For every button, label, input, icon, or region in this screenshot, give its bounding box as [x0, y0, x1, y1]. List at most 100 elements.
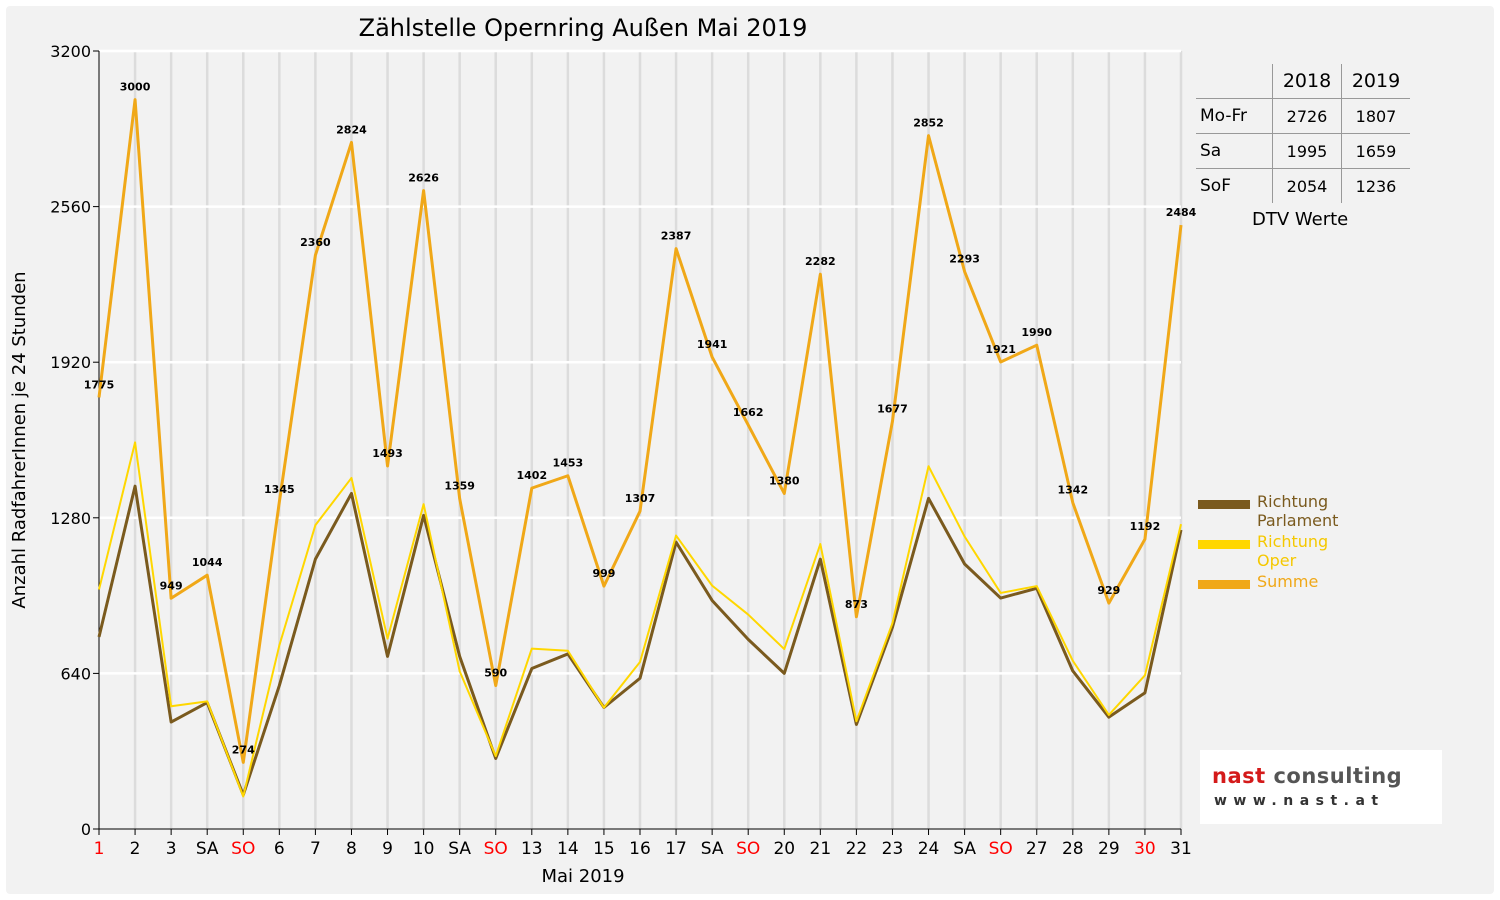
x-tick-label: 30: [1134, 839, 1156, 859]
dtv-row-label: Sa: [1196, 133, 1273, 169]
legend-swatch: [1198, 580, 1250, 589]
x-tick-label: 10: [413, 839, 435, 859]
dtv-row-mofr: Mo-Fr 2726 1807: [1196, 98, 1410, 134]
logo-name: nast consulting: [1212, 764, 1402, 788]
logo-name-part2: consulting: [1265, 764, 1403, 788]
data-label: 1380: [769, 474, 800, 487]
dtv-value-2018: 1995: [1272, 133, 1342, 169]
x-tick-label: 9: [382, 839, 393, 859]
x-tick-label: 22: [846, 839, 868, 859]
x-tick-label: SO: [484, 839, 508, 859]
data-label: 929: [1097, 584, 1120, 597]
data-label: 1044: [192, 556, 223, 569]
grid: [99, 49, 1183, 829]
series-line-2: [98, 441, 1182, 798]
dtv-row-sof: SoF 2054 1236: [1196, 168, 1410, 203]
dtv-table: 2018 2019 Mo-Fr 2726 1807 Sa 1995 1659 S…: [1196, 64, 1410, 203]
data-label: 2824: [336, 123, 367, 136]
x-tick-label: 14: [557, 839, 579, 859]
dtv-caption: DTV Werte: [1252, 209, 1349, 230]
x-tick-label: 28: [1062, 839, 1084, 859]
data-label: 274: [232, 743, 255, 756]
data-label: 1677: [877, 402, 908, 415]
chart-title: Zählstelle Opernring Außen Mai 2019: [359, 14, 808, 42]
y-tick-label: 640: [60, 664, 91, 683]
dtv-value-2019: 1236: [1341, 168, 1410, 203]
company-logo: nast consulting www.nast.at: [1200, 750, 1442, 824]
x-tick-label: SA: [953, 839, 976, 859]
dtv-value-2019: 1807: [1341, 98, 1410, 134]
x-tick-label: 3: [166, 839, 177, 859]
x-tick-label: 1: [94, 839, 105, 859]
data-label: 590: [484, 667, 507, 680]
data-label: 1990: [1021, 326, 1052, 339]
series-lines: [97, 98, 1183, 798]
y-tick-label: 1920: [50, 353, 91, 372]
x-tick-label: 17: [665, 839, 687, 859]
data-label: 949: [160, 579, 183, 592]
x-tick-label: 7: [310, 839, 321, 859]
x-tick-label: 15: [593, 839, 615, 859]
x-tick-label: SA: [701, 839, 724, 859]
data-labels: 1775 3000 949 1044 274 1345 2360 2824 1493 2626 13…: [84, 81, 1197, 757]
x-tick-label: 8: [346, 839, 357, 859]
y-tick-label: 3200: [50, 42, 91, 61]
x-tick-label: 24: [918, 839, 940, 859]
data-label: 1402: [516, 469, 547, 482]
data-label: 1493: [372, 447, 403, 460]
x-tick-label: 20: [773, 839, 795, 859]
data-label: 1941: [697, 338, 728, 351]
data-label: 1662: [733, 406, 764, 419]
x-tick-label: SO: [989, 839, 1013, 859]
x-tick-label: 23: [882, 839, 904, 859]
x-tick-label: SO: [736, 839, 760, 859]
x-tick-label: 16: [629, 839, 651, 859]
data-label: 1192: [1130, 520, 1161, 533]
legend-swatch: [1198, 500, 1250, 509]
data-label: 1342: [1057, 484, 1088, 497]
data-label: 2852: [913, 117, 944, 130]
data-label: 2387: [661, 230, 692, 243]
x-tick-label: SO: [231, 839, 255, 859]
data-label: 1345: [264, 483, 295, 496]
data-label: 999: [592, 567, 615, 580]
x-tick-label: 2: [130, 839, 141, 859]
dtv-value-2018: 2726: [1272, 98, 1342, 134]
dtv-row-sa: Sa 1995 1659: [1196, 133, 1410, 169]
data-label: 2484: [1166, 206, 1197, 219]
logo-name-part1: nast: [1212, 764, 1266, 788]
dtv-header-row: 2018 2019: [1196, 64, 1410, 99]
x-tick-label: SA: [196, 839, 219, 859]
series-line-1: [97, 484, 1183, 797]
data-label: 2282: [805, 255, 836, 268]
data-label: 1453: [553, 457, 584, 470]
x-tick-label: 27: [1026, 839, 1048, 859]
dtv-value-2019: 1659: [1341, 133, 1410, 169]
series-line-3: [97, 98, 1183, 764]
x-tick-label: 6: [274, 839, 285, 859]
x-tick-label: 21: [810, 839, 832, 859]
y-axis-label: Anzahl RadfahrerInnen je 24 Stunden: [9, 271, 30, 608]
legend-swatch: [1198, 540, 1250, 549]
dtv-row-label: Mo-Fr: [1196, 98, 1273, 134]
legend-label: Richtung Oper: [1257, 532, 1329, 570]
x-tick-label: SA: [448, 839, 471, 859]
data-label: 1921: [985, 343, 1016, 356]
data-label: 1307: [625, 492, 656, 505]
data-label: 2360: [300, 236, 331, 249]
data-label: 3000: [120, 81, 151, 94]
data-label: 2626: [408, 172, 439, 185]
data-label: 1359: [444, 480, 475, 493]
data-label: 2293: [949, 253, 980, 266]
logo-url: www.nast.at: [1214, 793, 1385, 809]
dtv-header-empty: [1196, 64, 1273, 99]
x-tick-label: 13: [521, 839, 543, 859]
legend-label: Summe: [1257, 572, 1319, 591]
x-tick-label: 29: [1098, 839, 1120, 859]
dtv-header-2019: 2019: [1341, 64, 1410, 99]
dtv-header-2018: 2018: [1272, 64, 1342, 99]
y-tick-label: 0: [81, 820, 91, 839]
x-tick-label: 31: [1170, 839, 1192, 859]
